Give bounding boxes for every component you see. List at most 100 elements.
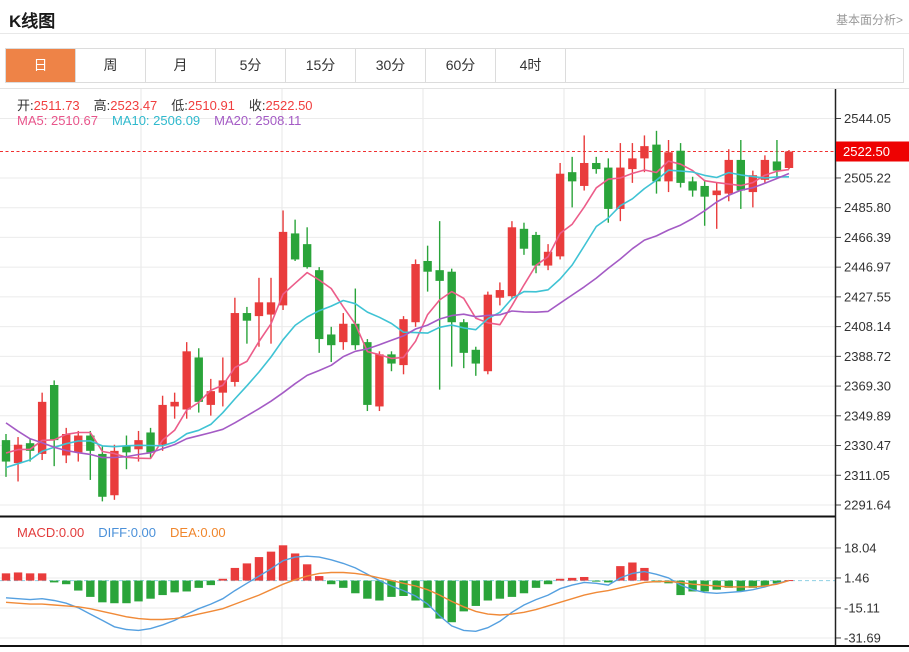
svg-text:2466.39: 2466.39	[844, 230, 891, 245]
svg-text:2349.89: 2349.89	[844, 408, 891, 423]
candle-body	[760, 159, 770, 180]
interval-tab-5[interactable]: 30分	[356, 49, 426, 82]
candle-body	[652, 144, 661, 182]
candle-body	[664, 152, 673, 182]
candle-body	[37, 401, 47, 454]
candle-body	[170, 401, 179, 407]
fundamental-analysis-link[interactable]: 基本面分析>	[835, 13, 903, 27]
candle-body	[748, 175, 758, 193]
candle-body	[580, 162, 589, 186]
interval-tab-2[interactable]: 月	[146, 49, 216, 82]
candle-body	[266, 302, 276, 315]
page-header: K线图 基本面分析>	[0, 0, 909, 34]
candle-body	[1, 440, 11, 462]
candle-body	[700, 185, 709, 197]
chart-area: 2544.05 2505.22 2485.80 2466.39 2446.97 2427.…	[0, 88, 909, 647]
candle-body	[327, 334, 336, 346]
candle-body	[531, 234, 541, 266]
price-axis-labels: 2544.05 2505.22 2485.80 2466.39 2446.97 2427.…	[835, 111, 891, 645]
candle-body	[399, 319, 408, 366]
ma5-line	[5, 160, 790, 460]
candle-body	[158, 404, 167, 445]
page-title: K线图	[9, 12, 56, 31]
macd-histogram	[1, 545, 794, 623]
candle-body	[110, 450, 119, 496]
candle-body	[13, 444, 23, 464]
candle-body	[206, 391, 215, 405]
svg-text:2544.05: 2544.05	[844, 111, 891, 126]
interval-tab-7[interactable]: 4时	[496, 49, 566, 82]
candle-body	[25, 443, 35, 451]
candle-body	[435, 270, 444, 281]
candle-body	[507, 227, 517, 297]
interval-tab-4[interactable]: 15分	[286, 49, 356, 82]
candle-body	[543, 251, 553, 266]
candle-body	[640, 146, 649, 159]
svg-text:2369.30: 2369.30	[844, 379, 891, 394]
interval-tab-1[interactable]: 周	[76, 49, 146, 82]
svg-text:2446.97: 2446.97	[844, 260, 891, 275]
interval-tab-3[interactable]: 5分	[216, 49, 286, 82]
current-price-tag: 2522.50	[836, 141, 909, 162]
candle-body	[411, 264, 420, 323]
candle-body	[592, 162, 601, 170]
candle-body	[724, 159, 733, 194]
candle-body	[604, 167, 613, 209]
candle-body	[242, 313, 252, 321]
candle-body	[423, 260, 432, 272]
svg-text:1.46: 1.46	[844, 570, 869, 585]
svg-text:2291.64: 2291.64	[844, 497, 891, 512]
candle-body	[375, 354, 384, 407]
svg-text:2505.22: 2505.22	[844, 170, 891, 185]
candle-body	[351, 323, 360, 346]
kline-chart-canvas[interactable]: 2544.05 2505.22 2485.80 2466.39 2446.97 2427.…	[0, 89, 909, 647]
svg-text:2427.55: 2427.55	[844, 289, 891, 304]
candle-body	[254, 302, 264, 317]
ma20-line	[5, 172, 790, 459]
candle-body	[447, 271, 456, 323]
candle-body	[122, 446, 131, 453]
svg-text:-31.69: -31.69	[844, 630, 881, 645]
candle-body	[712, 190, 721, 196]
candle-body	[98, 453, 107, 497]
candle-body	[62, 434, 71, 456]
candle-body	[784, 151, 794, 168]
candle-body	[302, 244, 312, 268]
candle-body	[688, 181, 697, 191]
candle-body	[194, 357, 203, 402]
candle-body	[290, 233, 300, 260]
candle-body	[86, 435, 95, 451]
candle-body	[363, 342, 372, 405]
dea-line	[5, 571, 790, 621]
svg-text:2408.14: 2408.14	[844, 319, 891, 334]
candle-body	[495, 290, 505, 298]
candle-body	[555, 173, 565, 257]
candle-body	[146, 432, 155, 453]
candle-body	[628, 158, 637, 170]
candle-body	[218, 380, 228, 393]
candle-body	[616, 167, 625, 209]
svg-text:2522.50: 2522.50	[843, 144, 890, 159]
candle-body	[567, 172, 577, 182]
interval-tabbar: 日周月 5分 15分 30分 60分 4时	[5, 48, 904, 83]
ma10-line	[5, 169, 790, 469]
candle-body	[49, 385, 59, 441]
candle-body	[74, 435, 83, 453]
candle-body	[459, 322, 468, 353]
svg-text:2485.80: 2485.80	[844, 200, 891, 215]
interval-tab-0[interactable]: 日	[6, 49, 76, 82]
candle-body	[483, 294, 493, 372]
svg-text:2330.47: 2330.47	[844, 438, 891, 453]
candle-body	[339, 323, 348, 343]
svg-text:-15.11: -15.11	[844, 600, 880, 615]
candle-body	[772, 161, 782, 171]
candle-body	[471, 349, 480, 364]
svg-text:18.04: 18.04	[844, 540, 877, 555]
gridlines	[0, 89, 836, 646]
candle-body	[278, 231, 288, 306]
interval-tab-6[interactable]: 60分	[426, 49, 496, 82]
candle-body	[314, 270, 324, 340]
svg-text:2388.72: 2388.72	[844, 349, 891, 364]
candle-body	[230, 313, 240, 382]
